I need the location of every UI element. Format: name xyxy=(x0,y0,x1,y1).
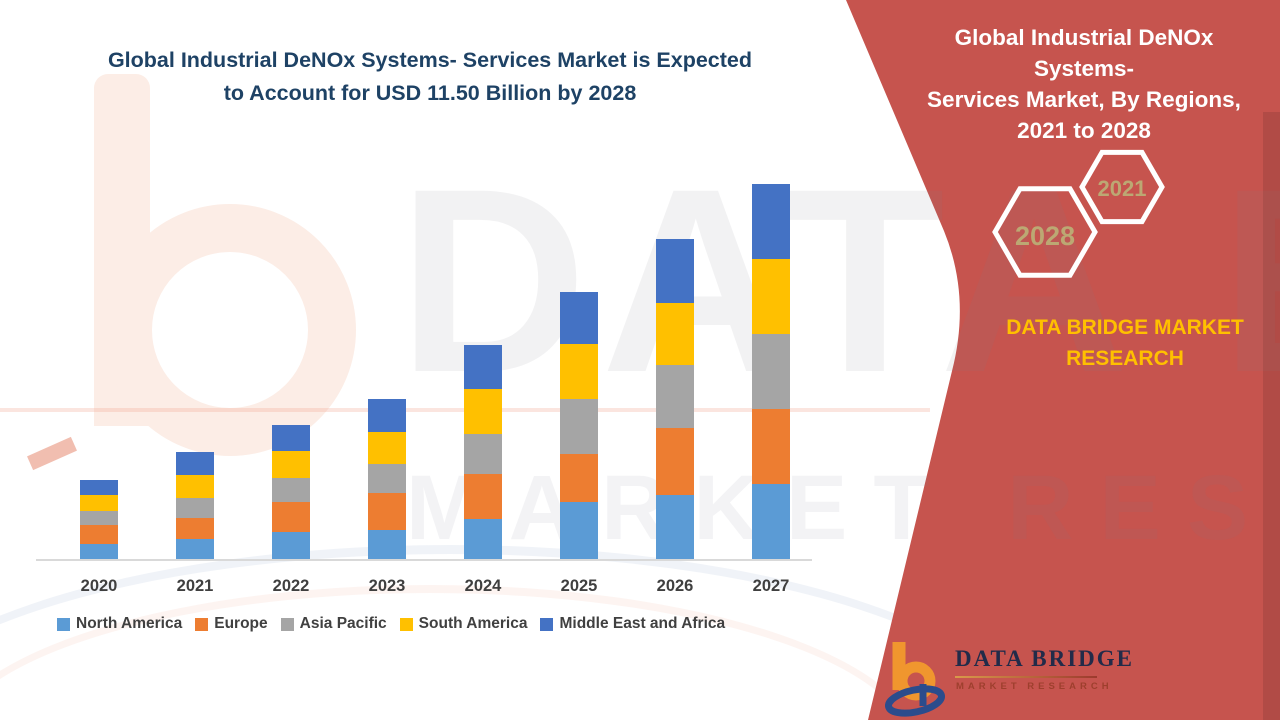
bar-segment-2023-north-america xyxy=(368,530,406,559)
bar-segment-2022-south-america xyxy=(272,451,310,478)
bar-segment-2020-north-america xyxy=(80,544,118,559)
logo-divider xyxy=(955,676,1097,678)
brand-text: DATA BRIDGE MARKET RESEARCH xyxy=(1006,316,1244,370)
legend-item-europe: Europe xyxy=(195,615,268,633)
x-tick-2020: 2020 xyxy=(80,577,118,595)
bar-segment-2021-north-america xyxy=(176,539,214,559)
legend-label: North America xyxy=(76,615,183,632)
bar-segment-2027-europe xyxy=(752,409,790,484)
bar-segment-2026-north-america xyxy=(656,495,694,559)
bar-segment-2024-asia-pacific xyxy=(464,434,502,474)
red-panel-edge-strip xyxy=(1263,112,1280,720)
red-panel-shape xyxy=(846,0,1280,720)
bar-segment-2026-south-america xyxy=(656,303,694,365)
legend-item-asia-pacific: Asia Pacific xyxy=(280,615,387,633)
x-tick-2023: 2023 xyxy=(368,577,406,595)
legend-swatch xyxy=(540,617,554,631)
bar-segment-2026-europe xyxy=(656,428,694,495)
legend-item-north-america: North America xyxy=(57,615,182,633)
footer-logo: DATA BRIDGE MARKET RESEARCH xyxy=(885,636,1145,717)
bar-segment-2025-asia-pacific xyxy=(560,399,598,454)
x-tick-2025: 2025 xyxy=(560,577,598,595)
bar-segment-2027-north-america xyxy=(752,484,790,559)
bar-segment-2021-south-america xyxy=(176,475,214,498)
bar-segment-2022-middle-east-and-africa xyxy=(272,425,310,451)
x-axis-line xyxy=(36,559,812,561)
bar-segment-2020-middle-east-and-africa xyxy=(80,480,118,495)
legend-label: Middle East and Africa xyxy=(559,615,726,632)
chart-legend: North America Europe Asia Pacific South Ame… xyxy=(57,615,725,633)
panel-title-line2: Services Market, By Regions, xyxy=(927,87,1241,112)
bar-segment-2023-asia-pacific xyxy=(368,464,406,493)
bar-segment-2025-middle-east-and-africa xyxy=(560,292,598,344)
bar-segment-2024-south-america xyxy=(464,389,502,434)
x-tick-2022: 2022 xyxy=(272,577,310,595)
bar-segment-2025-north-america xyxy=(560,502,598,559)
bar-segment-2021-middle-east-and-africa xyxy=(176,452,214,475)
chart-title-line1: Global Industrial DeNOx Systems- Service… xyxy=(107,48,753,72)
bar-segment-2023-middle-east-and-africa xyxy=(368,399,406,432)
bar-segment-2027-middle-east-and-africa xyxy=(752,184,790,259)
bar-segment-2027-asia-pacific xyxy=(752,334,790,409)
bar-segment-2021-asia-pacific xyxy=(176,498,214,518)
bar-segment-2021-europe xyxy=(176,518,214,539)
bar-segment-2023-europe xyxy=(368,493,406,530)
x-tick-2024: 2024 xyxy=(464,577,502,595)
legend-label: Asia Pacific xyxy=(299,615,387,632)
bar-segment-2026-middle-east-and-africa xyxy=(656,239,694,303)
bar-segment-2020-europe xyxy=(80,525,118,544)
bar-segment-2025-europe xyxy=(560,454,598,502)
x-tick-2026: 2026 xyxy=(656,577,694,595)
panel-title-line1: Global Industrial DeNOx Systems- xyxy=(954,25,1214,81)
legend-item-south-america: South America xyxy=(399,615,528,633)
bar-segment-2024-middle-east-and-africa xyxy=(464,345,502,389)
legend-label: South America xyxy=(418,615,528,632)
bar-segment-2023-south-america xyxy=(368,432,406,464)
panel-title-line3: 2021 to 2028 xyxy=(1017,118,1151,143)
logo-wordmark: DATA BRIDGE xyxy=(955,646,1134,671)
x-tick-2021: 2021 xyxy=(176,577,214,595)
bar-segment-2022-europe xyxy=(272,502,310,532)
legend-swatch xyxy=(195,617,209,631)
bar-segment-2022-asia-pacific xyxy=(272,478,310,502)
bar-segment-2027-south-america xyxy=(752,259,790,334)
chart-title: Global Industrial DeNOx Systems- Service… xyxy=(69,44,791,110)
data-bridge-logo-icon xyxy=(885,642,946,717)
legend-swatch xyxy=(399,617,413,631)
bar-segment-2024-europe xyxy=(464,474,502,519)
bar-segment-2024-north-america xyxy=(464,519,502,559)
x-tick-2027: 2027 xyxy=(752,577,790,595)
bar-segment-2022-north-america xyxy=(272,532,310,559)
legend-label: Europe xyxy=(214,615,268,632)
legend-swatch xyxy=(57,617,70,631)
logo-subtitle: MARKET RESEARCH xyxy=(956,681,1113,692)
panel-title: Global Industrial DeNOx Systems- Service… xyxy=(906,22,1262,146)
bar-segment-2025-south-america xyxy=(560,344,598,399)
bar-segment-2020-south-america xyxy=(80,495,118,511)
legend-swatch xyxy=(280,617,294,631)
legend-item-middle-east-and-africa: Middle East and Africa xyxy=(540,615,725,633)
chart-title-line2: to Account for USD 11.50 Billion by 2028 xyxy=(223,81,637,105)
bar-segment-2026-asia-pacific xyxy=(656,365,694,428)
bar-segment-2020-asia-pacific xyxy=(80,511,118,525)
